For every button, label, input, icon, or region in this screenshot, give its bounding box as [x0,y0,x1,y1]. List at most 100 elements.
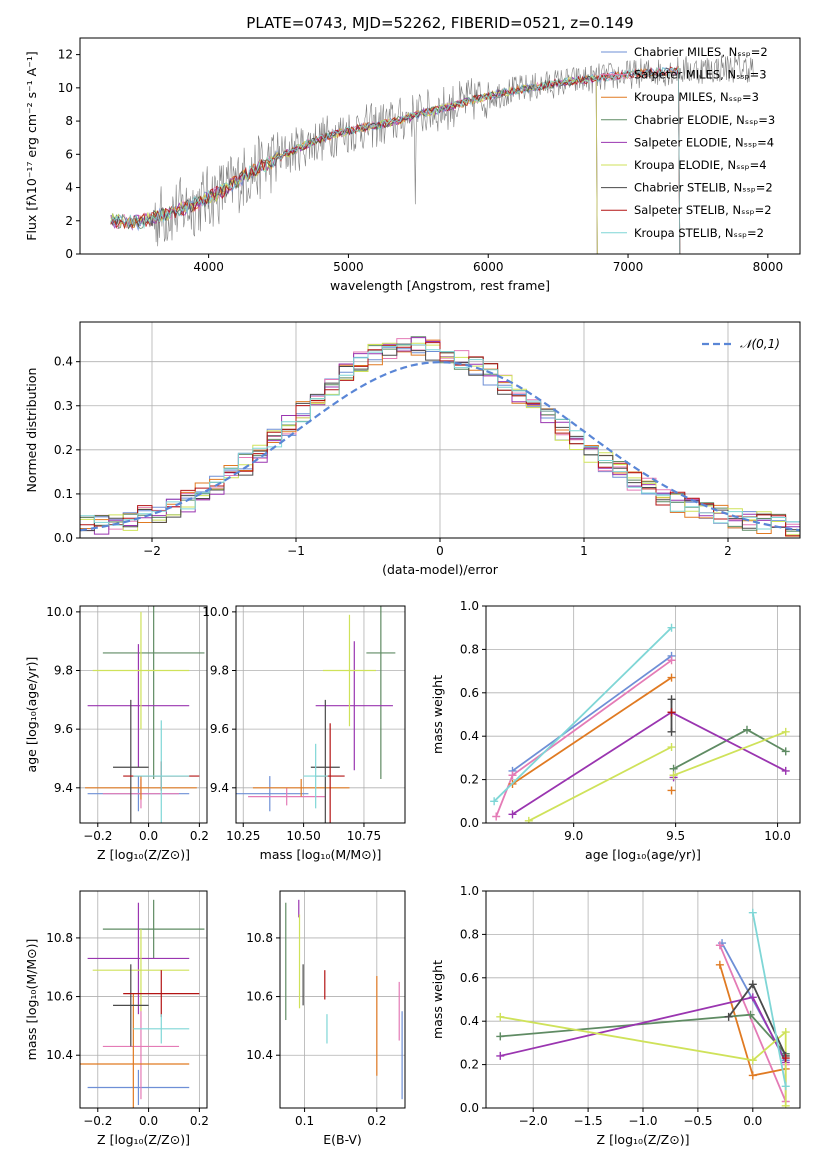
x-tick-label: 0 [436,544,444,558]
legend-entry: Kroupa MILES, Nₛₛₚ=3 [634,90,759,104]
plot-frame [79,890,208,1109]
x-tick-label: −1 [287,544,305,558]
point-marker [667,623,676,632]
gaussian-curve [80,360,800,532]
point-marker [746,1010,755,1019]
point-marker [496,1032,505,1041]
point-marker [781,1082,790,1091]
y-tick-label: 10.8 [246,931,273,945]
point-marker [524,816,533,823]
x-tick-label: −0.2 [83,829,112,843]
weight-line-chabrier_miles [511,655,673,772]
x-tick-label: 0.2 [190,1114,209,1128]
y-tick-label: 0 [65,247,73,261]
y-tick-label: 10.6 [46,990,73,1004]
weight-line-kroupa_elodie [673,731,787,777]
x-tick-label: 0.0 [139,829,158,843]
y-axis-label: Flux [fλ10⁻¹⁷ erg cm⁻² s⁻¹ A⁻¹] [24,51,39,240]
x-tick-label: 5000 [333,260,364,274]
point-marker [490,797,499,806]
x-tick-label: 8000 [753,260,784,274]
y-tick-label: 10.6 [246,990,273,1004]
y-axis-label: mass weight [430,960,445,1039]
x-tick-label: 0.0 [139,1114,158,1128]
y-tick-label: 8 [65,114,73,128]
y-tick-label: 0.0 [460,1101,479,1115]
y-tick-label: 10 [58,81,73,95]
x-tick-label: 4000 [193,260,224,274]
y-tick-label: 0.4 [460,1014,479,1028]
plot-frame [279,890,406,1109]
point-marker [667,673,676,682]
legend-entry: Kroupa ELODIE, Nₛₛₚ=4 [634,158,767,172]
y-tick-label: 10.4 [46,1048,73,1062]
weight-line-kroupa_elodie [500,1016,787,1106]
point-marker [496,1012,505,1021]
x-tick-label: −2 [143,544,161,558]
y-tick-label: 9.4 [210,781,229,795]
y-tick-label: 0.8 [460,927,479,941]
point-marker [715,960,724,969]
x-tick-label: −1.5 [574,1114,603,1128]
axes-age_vs_z [80,606,207,823]
x-tick-label: −0.5 [683,1114,712,1128]
point-marker [781,766,790,775]
frame-weight_vs_z: −2.0 −1.5 −1.0 −0.5 0.0 0.0 0.2 0.4 0.6 0.8 1.0 Z [… [430,884,801,1147]
x-axis-label: wavelength [Angstrom, rest frame] [330,278,550,293]
y-tick-label: 0.0 [460,816,479,830]
figure-title: PLATE=0743, MJD=52262, FIBERID=0521, z=0… [246,14,633,32]
x-axis-label: Z [log₁₀(Z/Z⊙)] [97,847,190,862]
frame-weight_vs_age: 9.0 9.5 10.0 0.0 0.2 0.4 0.6 0.8 1.0 age [log₁₀(a… [430,599,801,862]
data-spectrum-line [110,54,754,247]
point-marker [742,725,751,734]
axes-mass_vs_z [80,891,207,1108]
y-tick-label: 0.3 [54,399,73,413]
x-tick-label: −0.2 [83,1114,112,1128]
point-marker [667,708,676,717]
y-tick-label: 10.0 [202,605,229,619]
x-tick-label: 1 [580,544,588,558]
legend-entry: Chabrier STELIB, Nₛₛₚ=2 [634,181,773,195]
frame-residuals: −2 −1 0 1 2 0.0 0.1 0.2 0.3 0.4 (data-model)/error… [24,321,801,577]
model-spectrum-salpeter_stelib [110,66,681,254]
model-spectrum-kroupa_stelib [110,66,681,254]
point-marker [715,941,724,950]
y-axis-label: mass weight [430,675,445,754]
x-tick-label: −2.0 [519,1114,548,1128]
y-tick-label: 9.6 [210,722,229,736]
weight-line-kroupa_miles [511,676,673,785]
axes-mass_vs_ebv [280,891,405,1108]
plot-frame [235,605,406,824]
x-tick-label: 9.0 [564,829,583,843]
point-marker [748,1056,757,1065]
frame-mass_vs_z: −0.2 0.0 0.2 10.4 10.6 10.8 Z [log₁₀(Z/Z⊙)] mas… [24,890,209,1147]
y-tick-label: 0.2 [460,773,479,787]
y-tick-label: 0.0 [54,531,73,545]
x-axis-label: mass [log₁₀(M/M⊙)] [260,847,382,862]
legend-entry: Salpeter MILES, Nₛₛₚ=3 [634,68,767,82]
y-tick-label: 1.0 [460,884,479,898]
y-tick-label: 0.6 [460,686,479,700]
point-marker [496,1051,505,1060]
point-marker [748,908,757,917]
y-tick-label: 2 [65,214,73,228]
axes-weight_vs_age [486,605,800,824]
point-marker [781,747,790,756]
y-tick-label: 0.4 [54,355,73,369]
model-spectrum-kroupa_miles [110,65,681,254]
y-tick-label: 6 [65,147,73,161]
y-tick-label: 0.2 [54,443,73,457]
axes-age_vs_mass [236,606,405,823]
frame-age_vs_z: −0.2 0.0 0.2 9.4 9.6 9.8 10.0 Z [log₁₀(Z/Z⊙)] ag… [24,605,209,862]
age_vs_z-plot [85,606,205,823]
point-marker [508,810,517,819]
point-marker [508,771,517,780]
spectrum-legend: Chabrier MILES, Nₛₛₚ=2 Salpeter MILES, Nₛ… [601,45,775,240]
x-tick-label: 2 [724,544,732,558]
x-tick-label: 0.2 [367,1114,386,1128]
x-tick-label: 6000 [473,260,504,274]
plot-frame [79,605,208,824]
y-tick-label: 10.0 [46,605,73,619]
x-axis-label: Z [log₁₀(Z/Z⊙)] [97,1132,190,1147]
point-marker [781,727,790,736]
